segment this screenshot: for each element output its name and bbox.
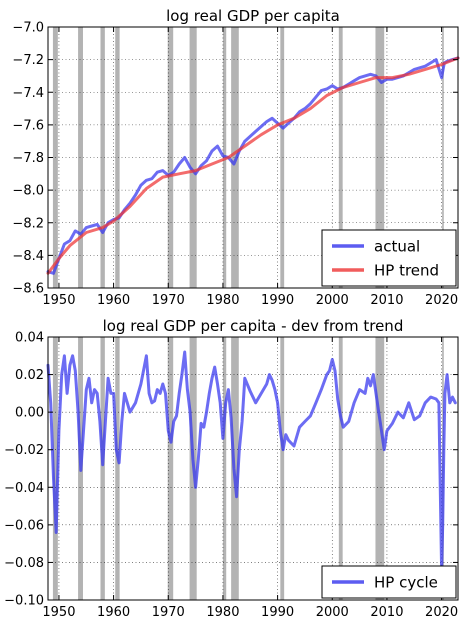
bottom-series-hp-cycle [48, 352, 455, 570]
top-x-tick-label: 2020 [425, 293, 458, 308]
bottom-y-tick-label: −0.02 [4, 443, 44, 458]
top-x-tick-label: 1990 [261, 293, 294, 308]
top-recession-band-1 [78, 27, 83, 288]
top-y-tick-label: −8.0 [12, 184, 44, 199]
bottom-plot-frame [48, 337, 458, 600]
bottom-x-tick-label: 2010 [370, 605, 403, 620]
top-recession-band-8 [280, 27, 284, 288]
bottom-x-tick-label: 1960 [97, 605, 130, 620]
bottom-recession-band-3 [115, 337, 119, 600]
top-x-tick-label: 1980 [206, 293, 239, 308]
top-chart-title: log real GDP per capita [166, 7, 340, 25]
bottom-recession-band-8 [280, 337, 284, 600]
top-chart: log real GDP per capita 1950 1960 1970 1980 1… [12, 7, 458, 308]
top-legend-label-0: actual [374, 238, 420, 256]
top-x-tick-label: 2010 [370, 293, 403, 308]
top-y-tick-label: −7.4 [12, 86, 44, 101]
bottom-y-tick-label: −0.06 [4, 518, 44, 533]
bottom-x-tick-label: 1950 [42, 605, 75, 620]
bottom-recession-band-9 [339, 337, 343, 600]
top-x-tick-label: 2000 [316, 293, 349, 308]
bottom-legend-label-0: HP cycle [374, 574, 438, 592]
bottom-y-tick-label: 0.04 [15, 331, 44, 346]
bottom-y-tick-label: −0.08 [4, 556, 44, 571]
top-x-tick-label: 1960 [97, 293, 130, 308]
top-y-tick-label: −8.6 [12, 282, 44, 297]
bottom-recession-band-6 [223, 337, 226, 600]
bottom-x-tick-label: 1970 [152, 605, 185, 620]
top-y-tick-label: −7.2 [12, 53, 44, 68]
top-x-tick-label: 1970 [152, 293, 185, 308]
top-y-tick-label: −8.2 [12, 216, 44, 231]
bottom-x-tick-label: 1990 [261, 605, 294, 620]
bottom-x-tick-label: 1980 [206, 605, 239, 620]
bottom-y-tick-label: −0.04 [4, 481, 44, 496]
bottom-x-tick-label: 2000 [316, 605, 349, 620]
bottom-y-tick-label: −0.10 [4, 594, 44, 609]
top-y-tick-label: −7.6 [12, 118, 44, 133]
bottom-recession-band-2 [100, 337, 104, 600]
top-y-tick-label: −7.8 [12, 151, 44, 166]
top-legend-label-1: HP trend [374, 262, 439, 280]
bottom-chart-title: log real GDP per capita - dev from trend [103, 317, 404, 335]
bottom-y-tick-label: 0.02 [15, 368, 44, 383]
bottom-x-tick-label: 2020 [425, 605, 458, 620]
bottom-chart: log real GDP per capita - dev from trend… [4, 317, 458, 620]
bottom-y-tick-label: 0.00 [15, 406, 44, 421]
top-y-tick-label: −7.0 [12, 21, 44, 36]
top-y-tick-label: −8.4 [12, 249, 44, 264]
top-x-tick-label: 1950 [42, 293, 75, 308]
bottom-recession-band-10 [375, 337, 384, 600]
